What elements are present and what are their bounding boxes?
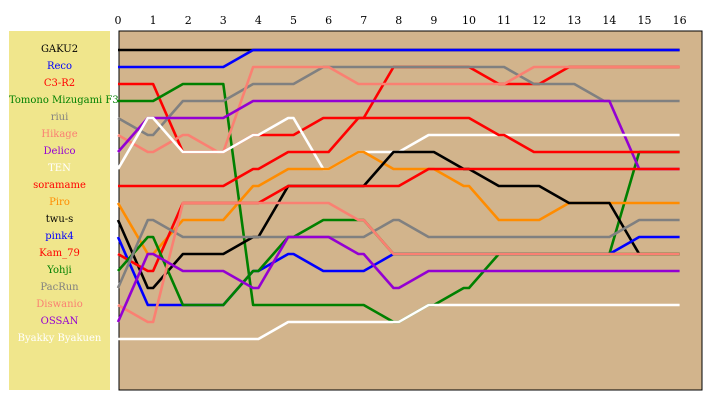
legend: GAKU2 Reco C3-R2 Tomono Mizugami F3 riui Hika… (9, 31, 119, 390)
x-tick-label: 14 (602, 14, 616, 27)
x-tick-label: 12 (532, 14, 546, 27)
x-tick-label: 10 (462, 14, 476, 27)
x-tick-label: 8 (395, 14, 402, 27)
legend-label: Kam_79 (39, 248, 80, 259)
series-line-16 (117, 201, 680, 324)
x-tick-label: 2 (185, 14, 192, 27)
legend-label: Piro (49, 197, 70, 208)
x-tick-label: 15 (638, 14, 652, 27)
series-line-11 (116, 150, 680, 290)
legend-label: Reco (46, 61, 73, 72)
legend-label: Hikage (41, 129, 78, 140)
x-tick-label: 13 (567, 14, 581, 27)
x-tick-label: 16 (673, 14, 687, 27)
series-line-15 (116, 218, 680, 289)
legend-label: Byakky Byakuen (17, 333, 102, 344)
legend-label: soramame (33, 180, 86, 191)
legend-label: pink4 (45, 231, 74, 242)
x-tick-label: 0 (115, 14, 122, 27)
legend-label: Diswanio (36, 299, 83, 310)
series-line-2 (118, 48, 680, 69)
series-line-9 (118, 116, 680, 188)
series-lines (116, 48, 680, 341)
plot-area (118, 30, 703, 391)
legend-label: Delico (43, 146, 76, 157)
legend-label: Yohji (47, 265, 72, 276)
series-line-5 (117, 65, 680, 137)
series-line-17 (116, 235, 680, 323)
x-tick-label: 11 (497, 14, 511, 27)
series-line-18 (118, 303, 680, 341)
legend-label: twu-s (45, 214, 74, 225)
x-tick-label: 3 (220, 14, 227, 27)
legend-label: OSSAN (40, 316, 79, 327)
x-tick-label: 7 (360, 14, 367, 27)
legend-label: Tomono Mizugami F3 (9, 95, 119, 106)
legend-label: C3-R2 (43, 78, 76, 89)
x-tick-label: 4 (255, 14, 262, 27)
x-tick-label: 1 (150, 14, 157, 27)
x-tick-label: 9 (430, 14, 437, 27)
legend-label: PacRun (40, 282, 79, 293)
x-tick-labels: 0 1 2 3 4 5 6 7 8 9 10 11 12 13 14 15 16 (115, 14, 687, 27)
legend-label: GAKU2 (40, 44, 79, 55)
legend-label: riui (50, 112, 69, 123)
x-tick-label: 6 (325, 14, 332, 27)
x-tick-label: 5 (290, 14, 297, 27)
legend-label: TEN (48, 163, 71, 174)
series-line-7 (117, 99, 680, 171)
